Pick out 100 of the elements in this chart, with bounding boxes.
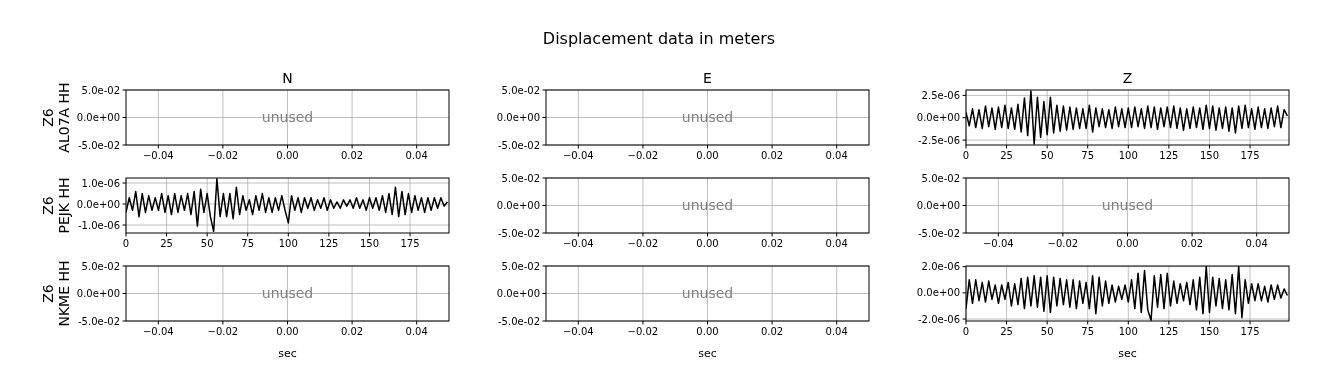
x-tick-label: 75 xyxy=(1081,150,1095,161)
chart-title: N xyxy=(282,70,293,86)
x-tick-label: 0.04 xyxy=(825,150,848,161)
y-tick-label: -5.0e-02 xyxy=(78,139,120,151)
x-tick-label: −0.02 xyxy=(627,238,659,249)
y-tick-label: 5.0e-02 xyxy=(81,84,120,96)
x-tick-label: 0.02 xyxy=(1180,238,1204,249)
x-tick-label: 125 xyxy=(319,238,339,249)
x-tick-label: 100 xyxy=(278,238,298,249)
y-axis-title: Z6 PEJK HH xyxy=(40,177,72,234)
x-tick-label: 0 xyxy=(962,150,970,161)
x-tick-label: 0.02 xyxy=(760,326,784,337)
x-tick-label: 25 xyxy=(1000,326,1013,337)
x-tick-label: −0.04 xyxy=(142,150,174,161)
x-tick-label: −0.02 xyxy=(627,326,659,337)
x-tick-label: 0.00 xyxy=(696,238,719,249)
y-tick-label: 0.0e+00 xyxy=(76,288,120,299)
chart-title: Z xyxy=(1122,70,1133,86)
y-tick-label: -5.0e-02 xyxy=(498,315,540,327)
x-tick-label: 175 xyxy=(400,238,420,249)
y-axis-title: Z6 NKME HH xyxy=(40,260,72,327)
x-tick-label: 0.00 xyxy=(696,326,719,337)
x-tick-label: 100 xyxy=(1118,326,1138,337)
x-tick-label: −0.04 xyxy=(142,326,174,337)
x-tick-label: 125 xyxy=(1159,150,1179,161)
y-tick-label: 5.0e-02 xyxy=(501,172,540,184)
x-tick-label: 125 xyxy=(1159,326,1179,337)
text: Displacement data in meters xyxy=(542,29,776,48)
x-tick-label: 150 xyxy=(1199,150,1220,161)
x-tick-label: 25 xyxy=(1000,150,1013,161)
annotation: unused xyxy=(261,109,314,126)
x-tick-label: 50 xyxy=(1040,150,1054,161)
x-tick-label: 0.00 xyxy=(276,150,299,161)
x-tick-label: −0.02 xyxy=(627,150,659,161)
x-tick-label: 50 xyxy=(200,238,214,249)
y-tick-label: 0.0e+00 xyxy=(916,200,960,211)
y-tick-label: 0.0e+00 xyxy=(496,112,540,123)
x-tick-label: 50 xyxy=(1040,326,1054,337)
y-tick-label: 5.0e-02 xyxy=(921,172,960,184)
x-tick-label: −0.02 xyxy=(207,150,239,161)
x-tick-label: 75 xyxy=(241,238,255,249)
y-tick-label: 0.0e+00 xyxy=(76,198,120,210)
y-tick-label: 2.5e-06 xyxy=(921,89,960,101)
y-tick-label: -5.0e-02 xyxy=(498,227,540,239)
y-tick-label: 0.0e+00 xyxy=(496,288,540,299)
annotation: unused xyxy=(1101,197,1154,214)
x-tick-label: 0.02 xyxy=(760,238,784,249)
chart-title: E xyxy=(703,70,712,86)
y-tick-label: -5.0e-02 xyxy=(918,227,960,239)
x-tick-label: 0.04 xyxy=(405,150,428,161)
annotation: unused xyxy=(681,109,734,126)
y-tick-label: 0.0e+00 xyxy=(496,200,540,211)
annotation: unused xyxy=(261,285,314,302)
x-tick-label: −0.02 xyxy=(207,326,239,337)
x-axis-title: sec xyxy=(278,347,297,360)
x-tick-label: 100 xyxy=(1118,150,1138,161)
y-tick-label: 0.0e+00 xyxy=(916,112,960,124)
y-tick-label: 2.0e-06 xyxy=(921,261,960,273)
x-tick-label: 0.04 xyxy=(1245,238,1268,249)
x-tick-label: 0.04 xyxy=(825,326,848,337)
x-tick-label: 175 xyxy=(1240,326,1260,337)
x-axis-title: sec xyxy=(1118,347,1137,360)
y-tick-label: -2.5e-06 xyxy=(918,134,960,146)
x-tick-label: 0 xyxy=(962,326,970,337)
x-tick-label: 0.00 xyxy=(1116,238,1139,249)
x-tick-label: −0.04 xyxy=(562,150,594,161)
y-tick-label: 1.0e-06 xyxy=(81,177,120,189)
annotation: unused xyxy=(681,285,734,302)
y-tick-label: -2.0e-06 xyxy=(918,313,960,325)
x-tick-label: 0.02 xyxy=(760,150,784,161)
annotation: unused xyxy=(681,197,734,214)
x-tick-label: 75 xyxy=(1081,326,1095,337)
x-tick-label: 175 xyxy=(1240,150,1260,161)
line-series xyxy=(966,266,1289,321)
line-series xyxy=(966,90,1289,145)
x-axis-title: sec xyxy=(698,347,717,360)
x-tick-label: 0.00 xyxy=(696,150,719,161)
y-tick-label: 0.0e+00 xyxy=(916,287,960,299)
y-tick-label: -1.0e-06 xyxy=(78,219,120,231)
line-series xyxy=(126,178,449,233)
x-tick-label: 0.00 xyxy=(276,326,299,337)
x-tick-label: −0.04 xyxy=(562,238,594,249)
y-tick-label: 0.0e+00 xyxy=(76,112,120,123)
x-tick-label: 150 xyxy=(359,238,380,249)
x-tick-label: 25 xyxy=(160,238,173,249)
x-tick-label: 0.04 xyxy=(825,238,848,249)
x-tick-label: 0.04 xyxy=(405,326,428,337)
x-tick-label: −0.04 xyxy=(562,326,594,337)
x-tick-label: 150 xyxy=(1199,326,1220,337)
y-tick-label: 5.0e-02 xyxy=(501,84,540,96)
x-tick-label: 0 xyxy=(122,238,130,249)
y-tick-label: 5.0e-02 xyxy=(501,260,540,272)
y-axis-title: Z6 AL07A HH xyxy=(40,82,72,153)
y-tick-label: -5.0e-02 xyxy=(78,315,120,327)
x-tick-label: −0.02 xyxy=(1047,238,1079,249)
x-tick-label: 0.02 xyxy=(340,326,364,337)
x-tick-label: −0.04 xyxy=(982,238,1014,249)
y-tick-label: 5.0e-02 xyxy=(81,260,120,272)
x-tick-label: 0.02 xyxy=(340,150,364,161)
y-tick-label: -5.0e-02 xyxy=(498,139,540,151)
